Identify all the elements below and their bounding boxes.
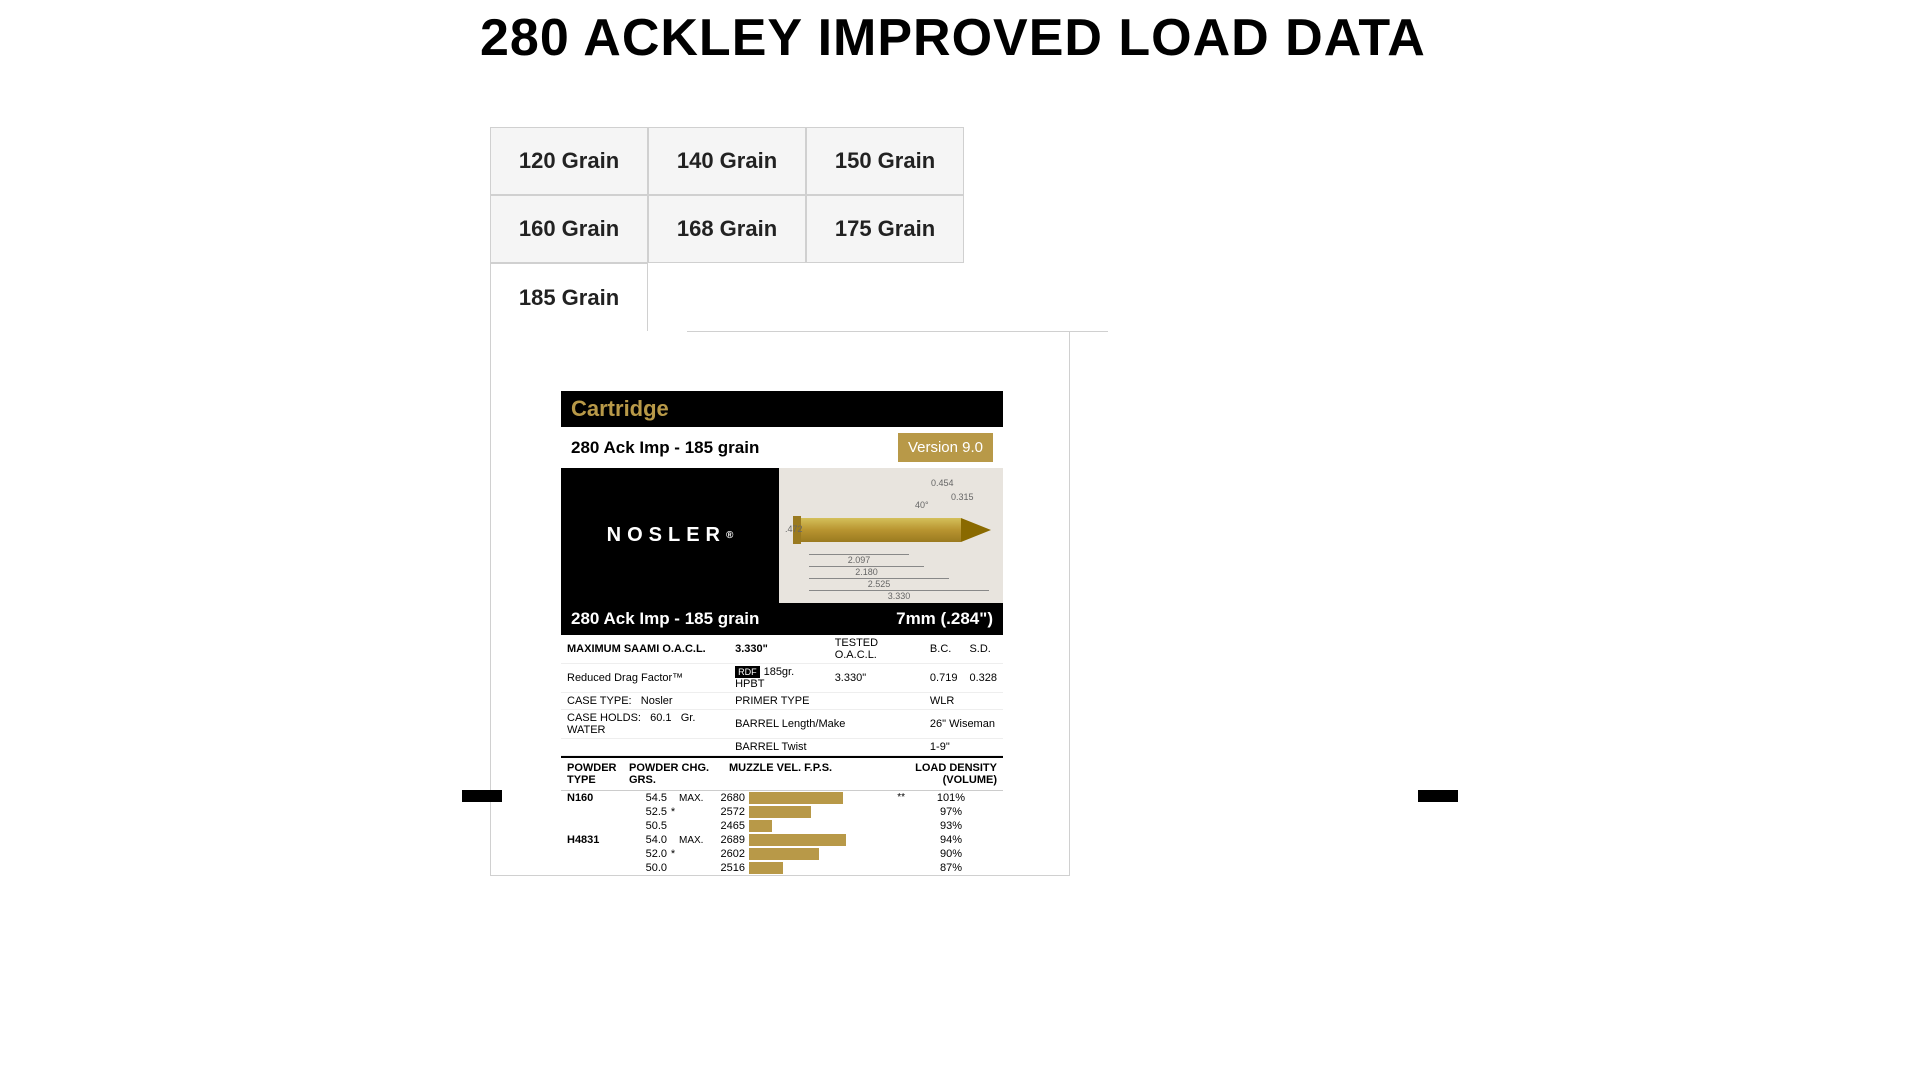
nav-arrows [452,790,1468,802]
powder-row: 52.5* 2572 97% [561,805,1003,819]
brand-logo: NOSLER® [561,468,779,603]
powder-row: 50.5 2465 93% [561,819,1003,833]
barrel-value: 26" Wiseman [924,710,1003,739]
bc-value: 0.719 [924,664,964,693]
load-density-header: LOAD DENSITY (VOLUME) [909,762,997,786]
powder-vel: 2465 [709,820,745,832]
powder-bar [745,806,905,818]
dim-l2: 2.180 [809,566,924,577]
case-type-label: CASE TYPE: Nosler [561,693,729,710]
version-badge: Version 9.0 [898,433,993,462]
tab-140-grain[interactable]: 140 Grain [648,127,806,195]
dim-l3: 2.525 [809,578,949,589]
sd-label: S.D. [963,635,1003,664]
primer-type-label: PRIMER TYPE [729,693,924,710]
powder-grs: 50.5 [629,820,667,832]
card-header: Cartridge [561,391,1003,427]
tab-185-grain[interactable]: 185 Grain [490,263,648,331]
rdf-label: Reduced Drag Factor™ [561,664,729,693]
bullet-desc: RDF185gr. HPBT [729,664,829,693]
footer-left: 280 Ack Imp - 185 grain [571,609,759,629]
powder-density: 93% [905,820,997,832]
barrel-label: BARREL Length/Make [729,710,924,739]
powder-vel: 2689 [709,834,745,846]
powder-bar [745,848,905,860]
powder-density: 97% [905,806,997,818]
card-footer: 280 Ack Imp - 185 grain 7mm (.284") [561,603,1003,635]
powder-density: 94% [905,834,997,846]
next-button[interactable] [1418,790,1458,802]
powder-bar [745,862,905,874]
rdf-badge: RDF [735,666,760,678]
powder-row: H483154.0 MAX.2689 94% [561,833,1003,847]
card-subtitle-row: 280 Ack Imp - 185 grain Version 9.0 [561,427,1003,468]
page-title: 280 ACKLEY IMPROVED LOAD DATA [480,10,1468,67]
sd-value: 0.328 [963,664,1003,693]
tab-150-grain[interactable]: 150 Grain [806,127,964,195]
dim-angle: 40° [915,500,929,510]
dim-l4: 3.330 [809,590,989,601]
powder-vel: 2572 [709,806,745,818]
powder-density: 87% [905,862,997,874]
tab-168-grain[interactable]: 168 Grain [648,195,806,263]
powder-row: 50.0 2516 87% [561,861,1003,875]
card-subtitle: 280 Ack Imp - 185 grain [571,438,759,458]
twist-value: 1-9" [924,739,1003,756]
cartridge-diagram: 0.454 0.315 40° .472 2.097 2.180 2.525 3… [779,468,1003,603]
powder-grs: 52.0 [629,848,667,860]
dim-base: .472 [785,524,803,534]
powder-density: 90% [905,848,997,860]
tested-value: 3.330" [829,664,924,693]
hero-section: NOSLER® 0.454 0.315 40° .472 2.097 2.180… [561,468,1003,603]
powder-chg-header: POWDER CHG. GRS. [629,762,729,786]
tab-160-grain[interactable]: 160 Grain [490,195,648,263]
muzzle-vel-header: MUZZLE VEL. F.P.S. [729,762,909,786]
primer-type-value: WLR [924,693,1003,710]
powder-star: * [667,848,679,860]
powder-data: N16054.5MAX.2680**101%52.5*257297%50.524… [561,791,1003,875]
dim-d2: 0.315 [951,492,974,502]
dim-d1: 0.454 [931,478,954,488]
tab-120-grain[interactable]: 120 Grain [490,127,648,195]
powder-name: H4831 [567,834,629,846]
powder-row: 52.0* 2602 90% [561,847,1003,861]
powder-vel: 2516 [709,862,745,874]
max-oacl-value: 3.330" [729,635,829,664]
footer-right: 7mm (.284") [896,609,993,629]
powder-vel: 2602 [709,848,745,860]
prev-button[interactable] [462,790,502,802]
powder-grs: 50.0 [629,862,667,874]
tabs-container: 120 Grain 140 Grain 150 Grain 160 Grain … [490,127,1468,331]
load-data-card: Cartridge 280 Ack Imp - 185 grain Versio… [561,391,1003,875]
powder-type-header: POWDER TYPE [567,762,629,786]
powder-grs: 52.5 [629,806,667,818]
powder-star: * [667,806,679,818]
bc-label: B.C. [924,635,964,664]
tab-175-grain[interactable]: 175 Grain [806,195,964,263]
powder-bar [745,834,905,846]
case-holds: CASE HOLDS: 60.1 Gr. WATER [561,710,729,739]
spec-table: MAXIMUM SAAMI O.A.C.L. 3.330" TESTED O.A… [561,635,1003,756]
dim-l1: 2.097 [809,554,909,565]
tested-label: TESTED O.A.C.L. [829,635,924,664]
max-oacl-label: MAXIMUM SAAMI O.A.C.L. [561,635,729,664]
powder-header-row: POWDER TYPE POWDER CHG. GRS. MUZZLE VEL.… [561,756,1003,791]
powder-max: MAX. [679,835,709,846]
powder-grs: 54.0 [629,834,667,846]
powder-bar [745,820,905,832]
twist-label: BARREL Twist [729,739,924,756]
